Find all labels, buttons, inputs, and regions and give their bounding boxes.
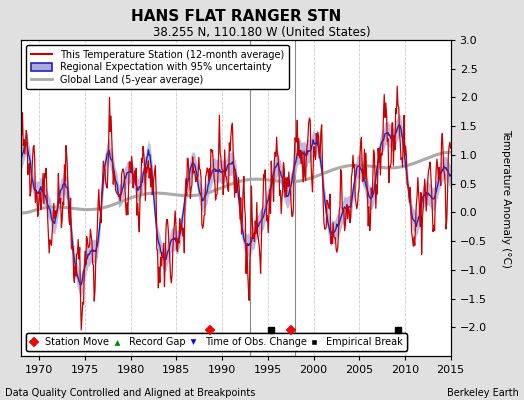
Title: HANS FLAT RANGER STN: HANS FLAT RANGER STN: [130, 8, 341, 24]
Y-axis label: Temperature Anomaly (°C): Temperature Anomaly (°C): [500, 128, 511, 268]
Text: Data Quality Controlled and Aligned at Breakpoints: Data Quality Controlled and Aligned at B…: [5, 388, 256, 398]
Text: Berkeley Earth: Berkeley Earth: [447, 388, 519, 398]
Text: 38.255 N, 110.180 W (United States): 38.255 N, 110.180 W (United States): [153, 26, 371, 39]
Legend: Station Move, Record Gap, Time of Obs. Change, Empirical Break: Station Move, Record Gap, Time of Obs. C…: [26, 333, 407, 351]
